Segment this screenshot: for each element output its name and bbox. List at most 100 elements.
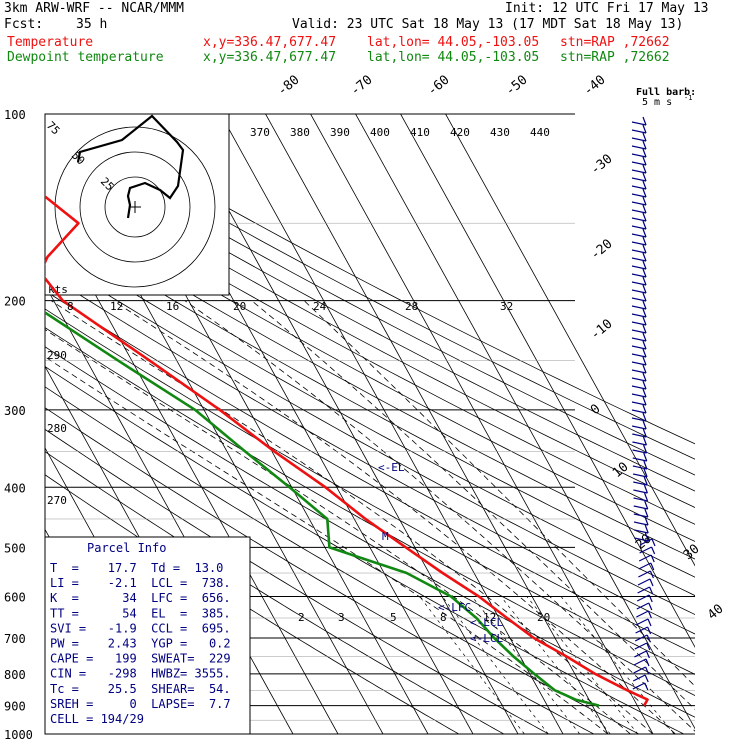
- header: 3km ARW-WRF -- NCAR/MMM Init: 12 UTC Fri…: [0, 0, 740, 70]
- mixing-ratio-line: [560, 596, 675, 734]
- parcel-info-row: TT = 54 EL = 385.: [50, 606, 231, 620]
- model-title: 3km ARW-WRF -- NCAR/MMM: [4, 1, 185, 16]
- parcel-info-title: Parcel Info: [87, 541, 166, 555]
- wind-barb: [631, 329, 647, 334]
- hodograph-trace: [76, 114, 185, 219]
- wind-barb-flag: [644, 682, 649, 691]
- wind-barb: [631, 265, 647, 270]
- pressure-tick-label: 800: [4, 668, 26, 682]
- isotherm-label: -80: [275, 72, 303, 99]
- wind-barb-flag: [645, 666, 650, 675]
- wind-barb: [631, 401, 647, 406]
- mixing-ratio-upper-label: 12: [110, 300, 123, 313]
- wind-barb: [635, 618, 649, 626]
- valid-time: Valid: 23 UTC Sat 18 May 13 (17 MDT Sat …: [292, 17, 684, 32]
- lcl-label-1: LCL: [483, 616, 503, 629]
- wind-barb: [631, 169, 647, 174]
- wind-barb-flag: [642, 292, 647, 302]
- wind-barb-flag: [648, 602, 653, 611]
- wind-barb: [632, 449, 647, 454]
- parcel-info-rows: T = 17.7 Td = 13.0LI = -2.1 LCL = 738.K …: [50, 561, 231, 726]
- barb-legend-unit-exponent: -1: [684, 94, 692, 102]
- wind-barb-flag: [642, 356, 647, 366]
- wind-barb-flag: [651, 546, 656, 555]
- wind-barb: [634, 529, 649, 534]
- theta-label: 400: [370, 126, 390, 139]
- mixing-ratio-line: [442, 596, 549, 734]
- theta-label-low: 280: [47, 422, 67, 435]
- theta-label-low: 270: [47, 494, 67, 507]
- wind-barb-flag: [642, 324, 647, 334]
- wind-barb-flag: [642, 364, 647, 374]
- wind-barb: [631, 305, 647, 310]
- wind-barb: [631, 353, 647, 358]
- wind-barb: [634, 642, 648, 650]
- wind-barb-flag: [642, 180, 647, 190]
- wind-barb: [634, 537, 649, 542]
- wind-barb: [631, 137, 647, 142]
- wind-barb: [631, 345, 647, 350]
- hodograph-ring: [104, 176, 166, 238]
- wind-barb-flag: [650, 562, 655, 571]
- hodograph-unit-label: kts: [48, 283, 68, 296]
- wind-barb-flag: [642, 228, 647, 238]
- wind-barb-flag: [642, 428, 647, 438]
- wind-barb: [634, 634, 648, 642]
- wind-barb: [633, 505, 648, 510]
- wind-barb: [636, 594, 650, 602]
- wind-barb: [631, 153, 647, 158]
- wind-barb-flag: [642, 268, 647, 278]
- wind-barb: [631, 361, 647, 366]
- wind-barb: [634, 650, 647, 658]
- wind-barb: [632, 674, 646, 682]
- parcel-info-row: CELL = 194/29: [50, 712, 144, 726]
- wind-barb-flag: [646, 642, 651, 651]
- wind-barb-flag: [644, 674, 649, 683]
- pressure-tick-label: 900: [4, 700, 26, 714]
- mixing-ratio-upper-label: 32: [500, 300, 513, 313]
- lfc-label: LFC: [451, 601, 471, 614]
- wind-barb-flag: [642, 316, 647, 326]
- wind-barb-flag: [649, 578, 654, 587]
- wind-barb-flag: [646, 634, 651, 643]
- wind-barb: [632, 441, 647, 446]
- wind-barb: [631, 417, 647, 422]
- wind-barb-flag: [642, 124, 647, 134]
- wind-barb-flag: [642, 308, 647, 318]
- wind-barb: [631, 225, 647, 230]
- wind-barb: [635, 626, 648, 634]
- parcel-info-row: SVI = -1.9 CCL = 695.: [50, 621, 231, 635]
- isotherm-label: 20: [633, 532, 655, 554]
- wind-barb-flag: [642, 332, 647, 342]
- wind-barb-flag: [642, 420, 647, 430]
- wind-barb: [632, 682, 646, 690]
- wind-barb: [631, 193, 647, 198]
- mixing-ratio-upper-label: 28: [405, 300, 418, 313]
- wind-barb-flag: [649, 570, 654, 579]
- mixing-ratio-line: [500, 596, 611, 734]
- wind-barb-flag: [644, 524, 649, 534]
- wind-barb: [631, 321, 647, 326]
- pressure-tick-label: 100: [4, 108, 26, 122]
- wind-barb: [632, 457, 647, 462]
- isotherm-line: [175, 114, 519, 734]
- wind-barb-flag: [644, 508, 649, 518]
- wind-barb-flag: [642, 260, 647, 270]
- wind-barb: [631, 201, 647, 206]
- isotherm-label: 40: [705, 602, 727, 624]
- mixing-ratio-label: 2: [298, 611, 305, 624]
- pressure-tick-label: 700: [4, 632, 26, 646]
- wind-barb: [637, 586, 650, 594]
- wind-barb: [631, 233, 647, 238]
- wind-barb-flag: [642, 404, 647, 414]
- wind-barb-flag: [643, 492, 649, 502]
- wind-barb-flag: [642, 204, 647, 214]
- isotherm-line: [445, 114, 695, 567]
- parcel-info-row: Tc = 25.5 SHEAR= 54.: [50, 682, 231, 696]
- wind-barb: [636, 602, 650, 610]
- wind-barb-flag: [651, 538, 656, 547]
- wind-barb-flag: [644, 500, 649, 510]
- init-time: Init: 12 UTC Fri 17 May 13: [505, 1, 709, 16]
- pressure-tick-label: 300: [4, 404, 26, 418]
